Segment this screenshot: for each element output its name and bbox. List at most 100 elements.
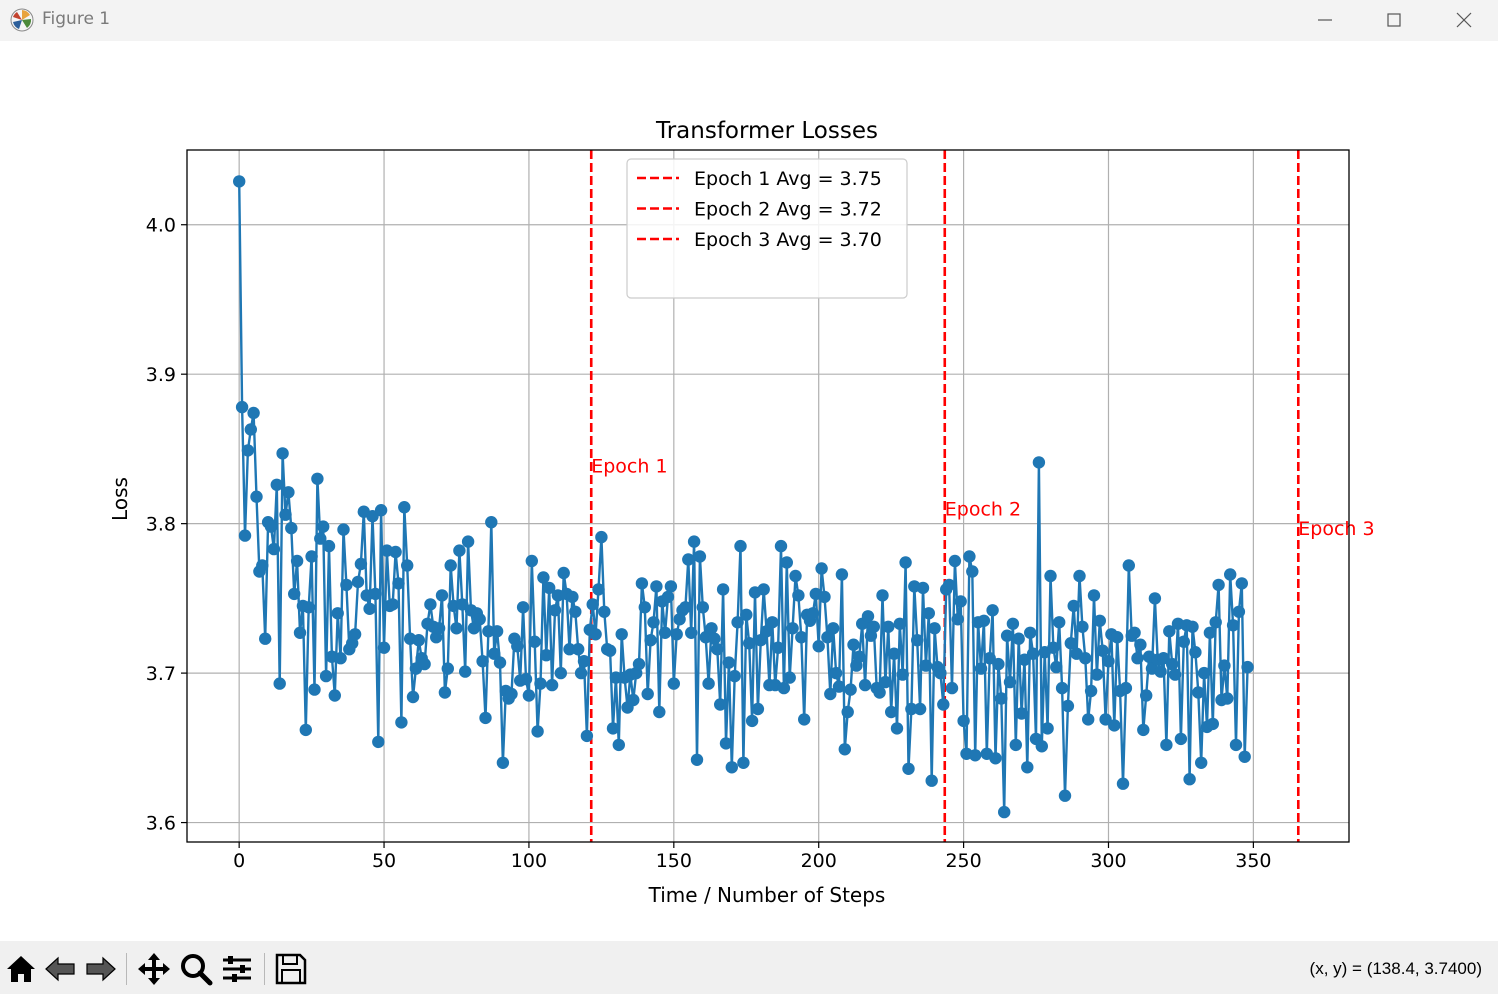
loss-point [928,622,941,635]
x-tick-label: 150 [656,850,692,872]
loss-point [876,589,889,602]
loss-point [644,634,657,647]
loss-point [667,677,680,690]
loss-point [670,628,683,641]
forward-arrow-icon [86,956,116,982]
x-axis-label: Time / Number of Steps [648,883,886,907]
loss-point [1087,589,1101,602]
loss-point [586,598,599,611]
maximize-button[interactable] [1359,0,1429,41]
loss-point [264,520,278,533]
loss-point [444,559,457,572]
loss-point [456,598,469,611]
pan-button[interactable] [136,951,172,987]
loss-point [1241,660,1254,674]
loss-point [432,622,446,635]
close-button[interactable] [1429,0,1498,41]
loss-point [1061,699,1075,713]
loss-point [783,671,796,684]
y-tick-label: 4.0 [146,215,176,237]
loss-point [661,590,675,604]
loss-point [1192,686,1205,699]
loss-point [592,583,605,596]
loss-point [493,656,507,669]
loss-point [838,743,851,756]
loss-point [745,714,759,728]
loss-point [317,520,330,533]
loss-point [577,655,591,668]
maximize-icon [1387,13,1401,27]
loss-point [1232,605,1246,618]
zoom-icon [181,954,213,986]
home-button[interactable] [3,951,39,987]
loss-point [479,711,492,725]
loss-point [418,657,431,671]
loss-point [832,680,846,693]
loss-point [453,544,466,557]
loss-point [351,575,365,589]
loss-point [285,521,298,535]
loss-point [792,589,805,602]
loss-point [386,598,399,611]
forward-button[interactable] [82,951,118,987]
loss-point [554,666,567,680]
zoom-button[interactable] [178,951,214,987]
loss-point [934,666,947,680]
loss-point [702,677,715,690]
loss-point [818,590,831,604]
loss-point [348,628,362,641]
loss-point [572,643,585,656]
loss-point [685,626,698,639]
loss-point [1000,629,1014,642]
loss-point [653,705,666,719]
loss-point [473,613,486,626]
loss-point [647,616,660,629]
loss-point [525,554,538,568]
loss-point [589,628,602,641]
legend[interactable]: Epoch 1 Avg = 3.75 Epoch 2 Avg = 3.72 Epoc… [626,158,908,299]
loss-point [1026,647,1040,660]
loss-point [1044,569,1057,583]
loss-point [282,486,295,499]
loss-point [812,640,825,653]
loss-point [270,478,283,491]
loss-point [913,702,927,716]
loss-point [1235,577,1249,590]
loss-point [705,622,718,635]
loss-point [395,716,408,729]
loss-point [1032,456,1046,469]
loss-point [1012,632,1025,645]
loss-point [751,702,765,716]
loss-point [1226,619,1240,632]
navigation-toolbar: (x, y) = (138.4, 3.7400) [0,941,1498,994]
plot-area[interactable] [186,149,1350,843]
loss-point [795,631,808,644]
loss-point [948,554,962,568]
loss-point [760,625,773,638]
loss-point [1116,777,1130,790]
loss-point [1148,592,1162,605]
loss-point [372,735,385,749]
loss-point [658,626,672,639]
save-button[interactable] [273,951,309,987]
back-button[interactable] [43,951,79,987]
loss-point [488,647,501,660]
loss-point [867,620,880,633]
loss-point [1154,665,1167,678]
x-tick-label: 0 [233,850,245,872]
loss-point [1055,681,1069,695]
figure-canvas[interactable]: 0 50 100 150 200 250 300 350 3.6 3.7 3.8 3.9 4.0 Epo… [0,41,1498,941]
loss-point [679,601,692,614]
minimize-button[interactable] [1290,0,1360,41]
loss-point [606,722,620,735]
loss-point [459,665,472,678]
loss-point [1003,675,1017,689]
loss-point [841,705,854,719]
y-tick-label: 3.7 [146,663,176,685]
loss-point [844,683,857,696]
loss-point [516,601,530,614]
loss-point [1035,740,1049,753]
configure-subplots-button[interactable] [219,951,255,987]
loss-point [1203,626,1217,639]
loss-point [885,705,898,719]
